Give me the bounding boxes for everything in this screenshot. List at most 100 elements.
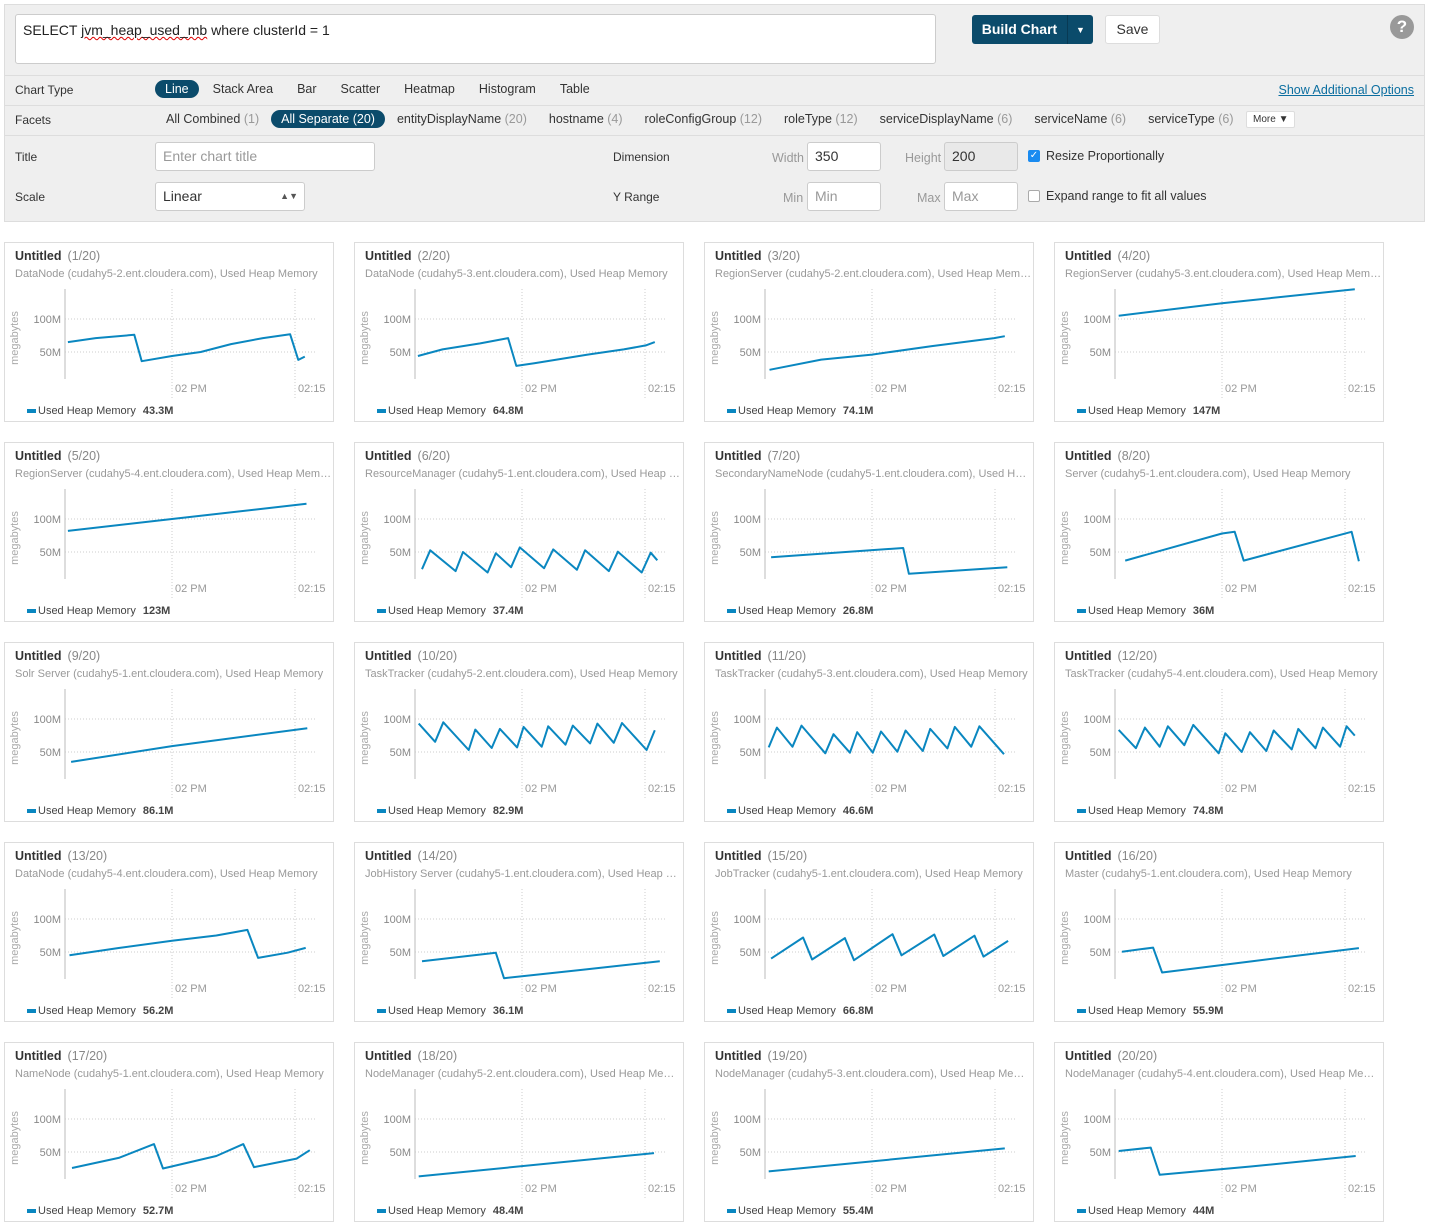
series-line[interactable]: [771, 547, 1008, 575]
chart-panel[interactable]: Untitled (9/20) Solr Server (cudahy5-1.ent…: [4, 642, 334, 822]
chart-legend[interactable]: Used Heap Memory 36.1M: [377, 1005, 523, 1017]
save-button[interactable]: Save: [1105, 15, 1160, 44]
series-line[interactable]: [770, 933, 1009, 962]
chart-panel[interactable]: Untitled (16/20) Master (cudahy5-1.ent.clo…: [1054, 842, 1384, 1022]
series-line[interactable]: [767, 724, 1005, 755]
line-chart: 50M 100M 02 PM 02:15 megabytes: [9, 889, 326, 999]
chart-panel[interactable]: Untitled (2/20) DataNode (cudahy5-3.ent.cl…: [354, 242, 684, 422]
chart-panel[interactable]: Untitled (5/20) RegionServer (cudahy5-4.en…: [4, 442, 334, 622]
series-line[interactable]: [417, 721, 656, 751]
facet-all-separate[interactable]: All Separate (20): [271, 110, 385, 128]
facet-entitydisplayname[interactable]: entityDisplayName (20): [397, 110, 527, 128]
series-line[interactable]: [69, 928, 306, 959]
chart-panel[interactable]: Untitled (3/20) RegionServer (cudahy5-2.en…: [704, 242, 1034, 422]
chart-legend[interactable]: Used Heap Memory 86.1M: [27, 805, 173, 817]
chart-type-histogram[interactable]: Histogram: [478, 82, 536, 96]
series-line[interactable]: [67, 333, 306, 363]
chart-panel[interactable]: Untitled (7/20) SecondaryNameNode (cudahy5…: [704, 442, 1034, 622]
series-line[interactable]: [417, 337, 656, 367]
chart-panel[interactable]: Untitled (20/20) NodeManager (cudahy5-4.en…: [1054, 1042, 1384, 1222]
series-line[interactable]: [1118, 288, 1355, 317]
series-line[interactable]: [768, 1147, 1005, 1173]
chart-panel[interactable]: Untitled (10/20) TaskTracker (cudahy5-2.en…: [354, 642, 684, 822]
chart-panel[interactable]: Untitled (8/20) Server (cudahy5-1.ent.clou…: [1054, 442, 1384, 622]
chart-title-input[interactable]: Enter chart title: [155, 142, 375, 171]
y-max-input[interactable]: Max: [944, 182, 1018, 211]
chart-type-table[interactable]: Table: [559, 82, 590, 96]
chart-legend[interactable]: Used Heap Memory 55.4M: [727, 1205, 873, 1217]
series-line[interactable]: [67, 502, 307, 532]
facet-servicename[interactable]: serviceName (6): [1034, 110, 1126, 128]
expand-range-checkbox[interactable]: Expand range to fit all values: [1028, 189, 1207, 203]
chart-legend[interactable]: Used Heap Memory 26.8M: [727, 605, 873, 617]
chart-title-text: Untitled: [365, 849, 412, 863]
chart-legend[interactable]: Used Heap Memory 46.6M: [727, 805, 873, 817]
chart-panel[interactable]: Untitled (19/20) NodeManager (cudahy5-3.en…: [704, 1042, 1034, 1222]
series-line[interactable]: [769, 335, 1005, 371]
chart-legend[interactable]: Used Heap Memory 52.7M: [27, 1205, 173, 1217]
chart-panel[interactable]: Untitled (12/20) TaskTracker (cudahy5-4.en…: [1054, 642, 1384, 822]
height-input[interactable]: 200: [944, 142, 1018, 171]
checkbox-unchecked-icon[interactable]: [1028, 190, 1040, 202]
chart-legend[interactable]: Used Heap Memory 74.8M: [1077, 805, 1223, 817]
chart-panel[interactable]: Untitled (11/20) TaskTracker (cudahy5-3.en…: [704, 642, 1034, 822]
series-line[interactable]: [70, 727, 308, 763]
chart-legend[interactable]: Used Heap Memory 44M: [1077, 1205, 1214, 1217]
chart-legend[interactable]: Used Heap Memory 37.4M: [377, 605, 523, 617]
chart-panel[interactable]: Untitled (15/20) JobTracker (cudahy5-1.ent…: [704, 842, 1034, 1022]
show-additional-options-link[interactable]: Show Additional Options: [1278, 83, 1414, 97]
chart-legend[interactable]: Used Heap Memory 147M: [1077, 405, 1220, 417]
chart-panel[interactable]: Untitled (17/20) NameNode (cudahy5-1.ent.c…: [4, 1042, 334, 1222]
resize-proportionally-checkbox[interactable]: ✓ Resize Proportionally: [1028, 149, 1164, 163]
query-input[interactable]: SELECT jvm_heap_used_mb where clusterId …: [15, 14, 936, 64]
chart-legend[interactable]: Used Heap Memory 55.9M: [1077, 1005, 1223, 1017]
chart-legend[interactable]: Used Heap Memory 43.3M: [27, 405, 173, 417]
chart-type-heatmap[interactable]: Heatmap: [404, 82, 455, 96]
series-line[interactable]: [1124, 530, 1360, 562]
chart-panel[interactable]: Untitled (1/20) DataNode (cudahy5-2.ent.cl…: [4, 242, 334, 422]
checkbox-checked-icon[interactable]: ✓: [1028, 150, 1040, 162]
chart-legend[interactable]: Used Heap Memory 48.4M: [377, 1205, 523, 1217]
chart-panel[interactable]: Untitled (18/20) NodeManager (cudahy5-2.en…: [354, 1042, 684, 1222]
chart-legend[interactable]: Used Heap Memory 66.8M: [727, 1005, 873, 1017]
chart-legend[interactable]: Used Heap Memory 36M: [1077, 605, 1214, 617]
caret-down-icon[interactable]: ▼: [1076, 24, 1085, 35]
chart-type-scatter[interactable]: Scatter: [340, 82, 381, 96]
chart-panel[interactable]: Untitled (6/20) ResourceManager (cudahy5-1…: [354, 442, 684, 622]
chart-legend[interactable]: Used Heap Memory 82.9M: [377, 805, 523, 817]
series-line[interactable]: [421, 546, 659, 574]
chart-legend[interactable]: Used Heap Memory 56.2M: [27, 1005, 173, 1017]
y-tick-label: 50M: [1090, 747, 1111, 759]
series-line[interactable]: [71, 1143, 311, 1170]
scale-select[interactable]: Linear ▲▼: [155, 182, 305, 211]
facet-servicedisplayname[interactable]: serviceDisplayName (6): [880, 110, 1013, 128]
facet-hostname[interactable]: hostname (4): [549, 110, 623, 128]
facet-roletype[interactable]: roleType (12): [784, 110, 858, 128]
build-chart-label[interactable]: Build Chart: [972, 15, 1068, 44]
chart-legend[interactable]: Used Heap Memory 123M: [27, 605, 170, 617]
facet-roleconfiggroup[interactable]: roleConfigGroup (12): [645, 110, 762, 128]
chart-panel[interactable]: Untitled (13/20) DataNode (cudahy5-4.ent.c…: [4, 842, 334, 1022]
chart-legend[interactable]: Used Heap Memory 74.1M: [727, 405, 873, 417]
series-line[interactable]: [418, 1152, 655, 1178]
chart-panel[interactable]: Untitled (4/20) RegionServer (cudahy5-3.en…: [1054, 242, 1384, 422]
chart-panel[interactable]: Untitled (14/20) JobHistory Server (cudahy…: [354, 842, 684, 1022]
facet-all-combined[interactable]: All Combined (1): [166, 110, 259, 128]
legend-current-value: 74.8M: [1192, 805, 1224, 817]
chart-type-bar[interactable]: Bar: [297, 82, 317, 96]
series-line[interactable]: [1118, 1146, 1356, 1176]
y-min-input[interactable]: Min: [807, 182, 881, 211]
chart-title: Untitled (16/20): [1065, 849, 1157, 863]
series-line[interactable]: [1121, 946, 1360, 974]
more-dropdown[interactable]: More ▼: [1246, 111, 1296, 128]
facet-servicetype[interactable]: serviceType (6): [1148, 110, 1233, 128]
series-line[interactable]: [421, 951, 660, 980]
width-input[interactable]: 350: [807, 142, 881, 171]
series-line[interactable]: [1117, 723, 1356, 755]
chart-legend[interactable]: Used Heap Memory 64.8M: [377, 405, 523, 417]
y-axis-title: megabytes: [9, 311, 21, 365]
help-icon[interactable]: ?: [1390, 15, 1414, 39]
chart-type-stack-area[interactable]: Stack Area: [212, 82, 274, 96]
build-chart-button[interactable]: Build Chart ▼: [972, 15, 1093, 44]
chart-type-line[interactable]: Line: [155, 80, 199, 98]
